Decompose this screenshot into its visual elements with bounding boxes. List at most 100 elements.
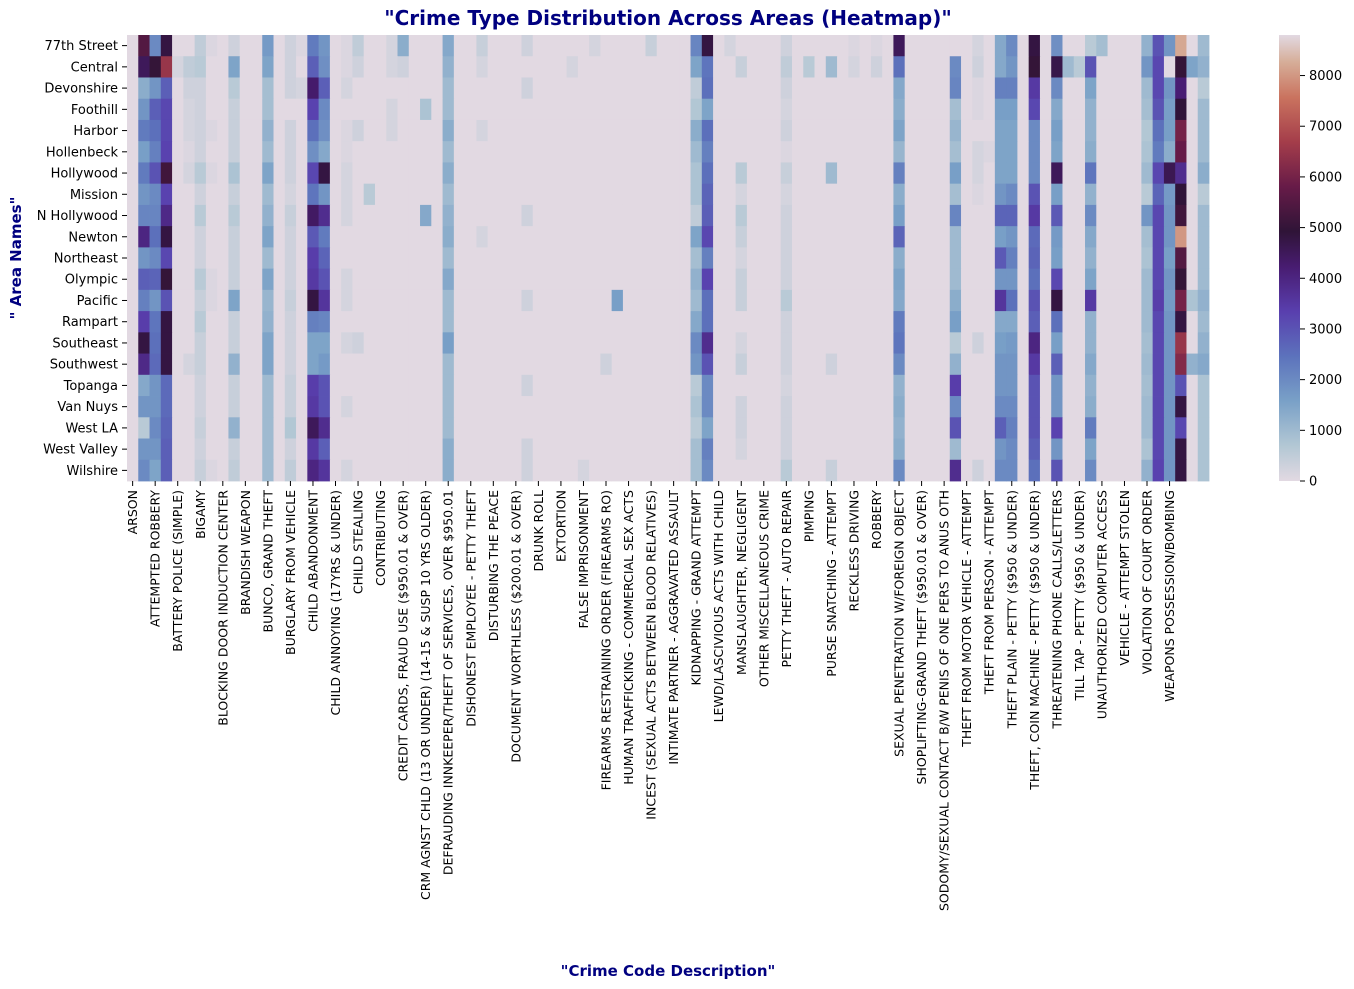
heatmap-cell	[634, 438, 646, 461]
heatmap-cell	[510, 459, 522, 482]
heatmap-cell	[735, 438, 748, 461]
x-tick-label: ATTEMPTED ROBBERY	[148, 490, 163, 627]
heatmap-cell	[904, 183, 917, 206]
heatmap-cell	[972, 141, 984, 163]
heatmap-cell	[837, 311, 849, 333]
heatmap-cell	[611, 268, 624, 291]
heatmap-cell	[341, 247, 353, 270]
heatmap-cell	[1096, 268, 1108, 291]
heatmap-cell	[577, 374, 590, 397]
heatmap-cell	[1197, 438, 1210, 461]
heatmap-cell	[544, 204, 556, 227]
heatmap-cell	[476, 417, 489, 439]
heatmap-cell	[1073, 247, 1086, 270]
heatmap-cell	[273, 268, 286, 291]
heatmap-cell	[1175, 56, 1187, 78]
heatmap-cell	[408, 438, 421, 461]
heatmap-cell	[949, 332, 962, 354]
heatmap-cell	[566, 459, 579, 482]
heatmap-cell	[848, 459, 860, 482]
heatmap-cell	[1085, 141, 1097, 163]
heatmap-cell	[1062, 77, 1075, 100]
heatmap-cell	[183, 247, 196, 270]
heatmap-cell	[589, 141, 601, 163]
heatmap-cell	[837, 77, 849, 100]
heatmap-cell	[622, 268, 635, 291]
y-tick-label: Olympic	[65, 273, 118, 288]
heatmap-cell	[1085, 459, 1097, 482]
heatmap-cell	[1141, 417, 1154, 439]
heatmap-cell	[160, 311, 173, 333]
heatmap-cell	[983, 247, 996, 270]
heatmap-cell	[927, 162, 939, 185]
heatmap-cell	[1051, 268, 1063, 291]
heatmap-cell	[915, 183, 928, 206]
heatmap-cell	[769, 141, 782, 163]
heatmap-cell	[239, 353, 252, 376]
heatmap-cell	[498, 77, 511, 100]
heatmap-cell	[622, 374, 635, 397]
heatmap-cell	[780, 141, 793, 163]
heatmap-cell	[555, 56, 567, 78]
heatmap-cell	[791, 332, 804, 354]
heatmap-cell	[476, 459, 489, 482]
y-tick-label: Mission	[70, 188, 118, 203]
x-tick-label: DOCUMENT WORTHLESS ($200.01 & OVER)	[508, 490, 523, 763]
heatmap-cell	[1051, 98, 1063, 121]
heatmap-cell	[1107, 183, 1120, 206]
heatmap-cell	[1175, 162, 1187, 185]
heatmap-cell	[724, 353, 737, 376]
heatmap-cell	[848, 374, 860, 397]
heatmap-cell	[1062, 141, 1075, 163]
heatmap-cell	[420, 332, 432, 354]
heatmap-cell	[555, 374, 567, 397]
heatmap-cell	[780, 98, 793, 121]
heatmap-cell	[149, 226, 162, 248]
heatmap-cell	[532, 56, 545, 78]
heatmap-cell	[1107, 141, 1120, 163]
heatmap-cell	[1073, 268, 1086, 291]
heatmap-cell	[938, 438, 951, 461]
heatmap-cell	[938, 162, 951, 185]
heatmap-cell	[589, 119, 601, 142]
heatmap-cell	[870, 353, 883, 376]
heatmap-cell	[938, 141, 951, 163]
heatmap-cell	[284, 396, 297, 418]
y-tick-label: Newton	[68, 230, 118, 245]
heatmap-cell	[622, 353, 635, 376]
heatmap-cell	[127, 226, 139, 248]
heatmap-cell	[915, 268, 928, 291]
heatmap-cell	[1085, 332, 1097, 354]
heatmap-cell	[1096, 438, 1108, 461]
heatmap-cell	[138, 56, 150, 78]
heatmap-cell	[622, 35, 635, 57]
heatmap-cell	[758, 226, 770, 248]
heatmap-cell	[442, 438, 455, 461]
heatmap-cell	[284, 332, 297, 354]
heatmap-cell	[994, 141, 1007, 163]
heatmap-cell	[758, 438, 770, 461]
heatmap-cell	[1017, 162, 1030, 185]
heatmap-cell	[160, 353, 173, 376]
heatmap-cell	[160, 183, 173, 206]
heatmap-cell	[442, 204, 455, 227]
heatmap-cell	[972, 289, 984, 312]
heatmap-cell	[1118, 162, 1131, 185]
heatmap-cell	[408, 77, 421, 100]
heatmap-cell	[1186, 204, 1199, 227]
heatmap-cell	[363, 98, 376, 121]
heatmap-cell	[318, 141, 331, 163]
heatmap-cell	[837, 438, 849, 461]
heatmap-cell	[172, 417, 184, 439]
heatmap-cell	[668, 396, 680, 418]
heatmap-cell	[329, 311, 342, 333]
heatmap-cell	[983, 77, 996, 100]
heatmap-cell	[1197, 119, 1210, 142]
heatmap-cell	[1073, 35, 1086, 57]
heatmap-cell	[1175, 98, 1187, 121]
colorbar-gradient	[1279, 35, 1300, 481]
heatmap-cell	[701, 247, 714, 270]
heatmap-cell	[701, 98, 714, 121]
heatmap-cell	[938, 417, 951, 439]
heatmap-cell	[949, 183, 962, 206]
